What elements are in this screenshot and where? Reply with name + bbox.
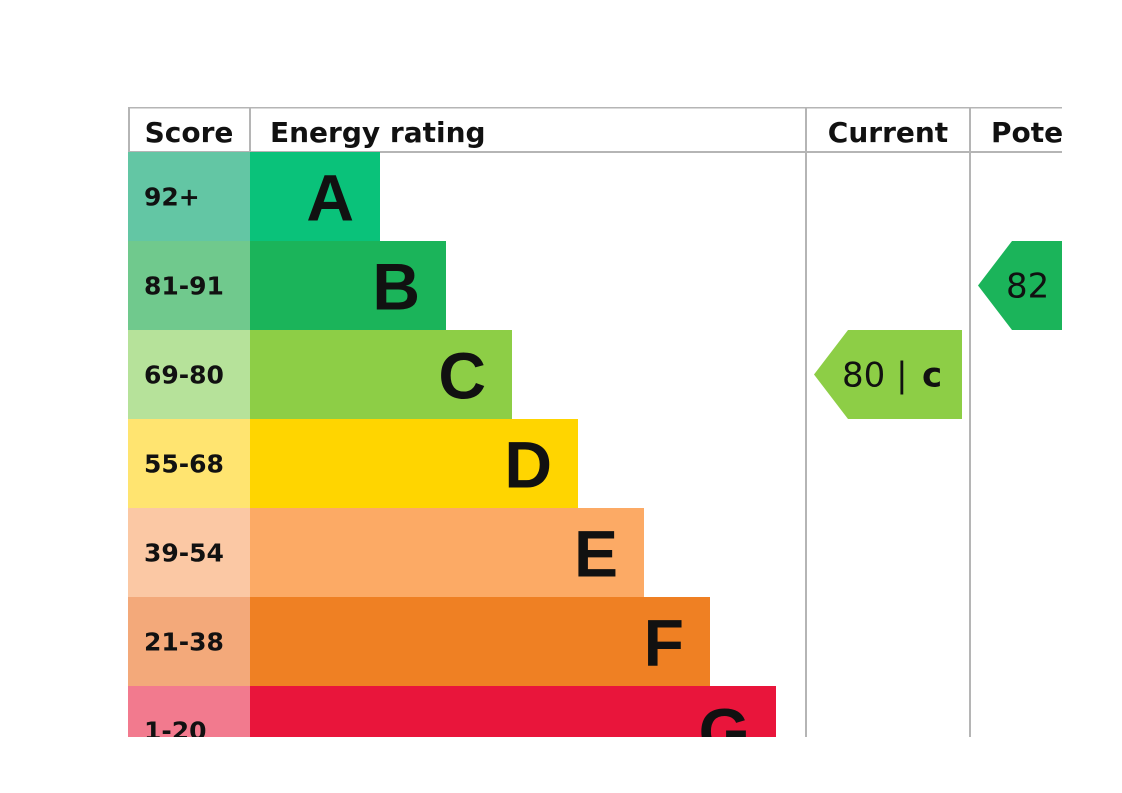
rating-letter: B <box>372 250 420 324</box>
score-label: 21-38 <box>144 628 224 657</box>
score-cell <box>128 419 250 508</box>
rating-bar <box>250 152 380 241</box>
current-rating-value: 80 | <box>842 356 908 396</box>
rating-letter: E <box>574 517 618 591</box>
score-cell <box>128 597 250 686</box>
potential-header: Potential <box>991 116 1062 149</box>
score-label: 81-91 <box>144 272 224 301</box>
current-rating-arrow <box>814 330 962 419</box>
rating-letter: C <box>438 339 486 413</box>
score-cell <box>128 152 250 241</box>
rating-bar <box>250 597 710 686</box>
current-rating-letter: c <box>922 356 942 396</box>
epc-chart-frame: Score Energy rating Current Potential 92+ A 81… <box>128 107 1062 737</box>
rating-bar <box>250 686 776 737</box>
potential-rating-arrow <box>978 241 1062 330</box>
score-label: 92+ <box>144 183 200 212</box>
score-cell <box>128 330 250 419</box>
score-cell <box>128 686 250 737</box>
rating-bar <box>250 330 512 419</box>
score-cell <box>128 508 250 597</box>
score-label: 55-68 <box>144 450 224 479</box>
score-label: 39-54 <box>144 539 224 568</box>
rating-bar <box>250 508 644 597</box>
rating-bar <box>250 241 446 330</box>
rating-letter: D <box>504 428 552 502</box>
score-label: 69-80 <box>144 361 224 390</box>
current-header: Current <box>828 116 948 149</box>
score-header: Score <box>145 116 234 149</box>
score-label: 1-20 <box>144 717 207 738</box>
rating-letter: A <box>306 161 354 235</box>
rating-letter: G <box>699 695 750 738</box>
energy-rating-chart: Score Energy rating Current Potential 92+ A 81… <box>128 107 1062 737</box>
potential-rating-value: 82 | <box>1006 267 1062 307</box>
score-cell <box>128 241 250 330</box>
rating-letter: F <box>644 606 684 680</box>
energy-rating-header: Energy rating <box>270 116 486 149</box>
rating-bar <box>250 419 578 508</box>
